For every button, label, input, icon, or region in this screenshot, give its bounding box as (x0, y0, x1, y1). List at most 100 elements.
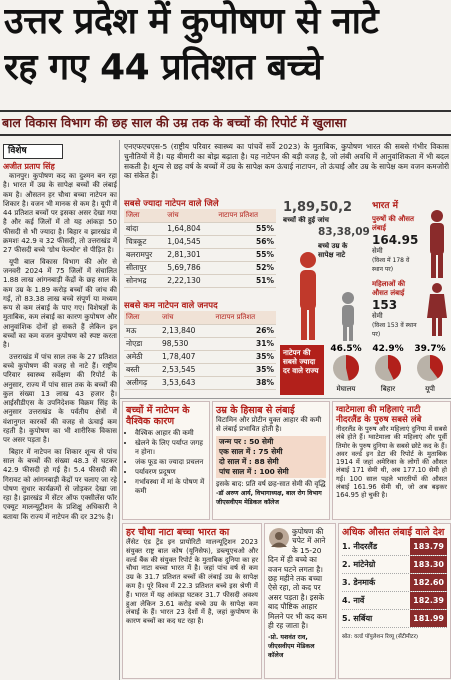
row: बलरामपुर 2,81,301 55% (124, 248, 276, 262)
causes: बच्चों में नाटेपन के वैश्विक कारण वैश्वि… (122, 401, 210, 520)
paragraph: यूपी बाल विकास विभाग की ओर से जनवरी 2024… (3, 257, 117, 350)
title: हर चौथा नाटा बच्चा भारत का (126, 527, 230, 538)
header-cell: जिला (124, 209, 166, 223)
age-row: एक साल में : 75 सेमी (219, 447, 283, 456)
table-title: सबसे ज्यादा नाटेपन वाले जिले (124, 199, 219, 209)
icon (343, 326, 347, 341)
cell: 52% (216, 261, 276, 275)
cell: 2,53,545 (160, 363, 214, 377)
height: 183.79 (410, 538, 447, 555)
value: 164.95 (372, 233, 419, 247)
list: वैश्विक आहार की कमीखेलने के लिए पर्याप्त… (126, 429, 206, 496)
title: बच्चों में नाटेपन के वैश्विक कारण (126, 405, 190, 427)
country-row: 3. डेनमार्क 182.60 (342, 574, 447, 592)
state-name: बिहार (381, 384, 395, 393)
country: 1. नीदरलैंड (342, 542, 378, 551)
quote: कुपोषण की चपेट में आने के 15-20 दिन में … (268, 527, 327, 631)
note: इसके बाद: प्रति वर्ष छह-सात सेमी की वृद्… (216, 480, 326, 488)
rows: जन्म पर : 50 सेमी एक साल में : 75 सेमी दो … (216, 436, 326, 478)
byline: अजीत प्रताप सिंह (3, 162, 55, 171)
cell: सोनभद्र (124, 274, 166, 288)
cell: 5,69,786 (165, 261, 217, 275)
pie-slice (430, 355, 443, 379)
row: बस्ती 2,53,545 35% (124, 363, 276, 377)
value: 153 (372, 298, 398, 312)
row: सीतापुर 5,69,786 52% (124, 261, 276, 275)
title: भारत में (372, 201, 398, 211)
height: 181.99 (410, 610, 447, 627)
unit: सेमी (372, 312, 383, 320)
rank: (विश्व में 178 वें स्थान पर) (372, 257, 410, 273)
divider (120, 398, 451, 399)
icon (300, 270, 316, 310)
row: चित्रकूट 1,04,545 56% (124, 235, 276, 249)
icon (349, 326, 353, 341)
age-row: दो साल में : 88 सेमी (219, 457, 279, 466)
stat: 83,38,093 (318, 226, 370, 238)
india-heights: भारत में पुरुषों की औसत लंबाई 164.95 सेम… (372, 198, 451, 344)
age-row: जन्म पर : 50 सेमी (219, 437, 274, 446)
header-cell: नाटापन प्रतिशत (216, 209, 276, 223)
country: 2. मांटेनेग्रो (342, 560, 376, 569)
cause: पर्यावरण प्रदूषण (135, 468, 206, 477)
header-cell: जांच (160, 311, 214, 325)
cell: 2,22,130 (165, 274, 217, 288)
article-body: कानपुर। कुपोषण कद का दुश्मन बन रहा है। भ… (3, 172, 117, 678)
unit: सेमी (372, 247, 383, 255)
source: स्रोत: वर्ल्ड पॉपुलेशन रिव्यू (सेंटीमीटर… (342, 634, 419, 640)
country-row: 5. सर्बिया 181.99 (342, 610, 447, 628)
row: बांदा 1,64,804 55% (124, 222, 276, 236)
rank: (विश्व 153 वें स्थान पर) (372, 322, 417, 338)
icon (301, 308, 307, 340)
headline: रह गए 44 प्रतिशत बच्चे (4, 47, 323, 88)
paragraph: उत्तराखंड में पांच साल तक के 27 प्रतिशत … (3, 352, 117, 445)
cell: बस्ती (124, 363, 161, 377)
pie-label: 42.9% (372, 344, 403, 354)
figure (300, 252, 354, 341)
cell: 38% (213, 376, 276, 390)
cell: अलीगढ़ (124, 376, 161, 390)
paragraph: कानपुर। कुपोषण कद का दुश्मन बन रहा है। भ… (3, 172, 117, 255)
cell: 1,04,545 (165, 235, 217, 249)
icon (309, 308, 315, 340)
cell: 55% (216, 222, 276, 236)
cell: 98,530 (160, 337, 214, 351)
stat: 1,89,50,213 (283, 200, 353, 215)
cause: वैश्विक आहार की कमी (135, 429, 206, 438)
country-row: 1. नीदरलैंड 183.79 (342, 538, 447, 556)
icon (300, 252, 316, 268)
row: अलीगढ़ 3,53,643 38% (124, 376, 276, 390)
header-cell: नाटापन प्रतिशत (213, 311, 276, 325)
headline: उत्तर प्रदेश में कुपोषण से नाटे (4, 1, 379, 42)
state-pies: 46.5% मेघालय 42.9% बिहार 39.7% यूपी (330, 344, 445, 393)
divider (119, 140, 120, 680)
title: ग्वाटेमाला की महिलाएं नाटी नीदरलैंड के प… (336, 405, 422, 425)
height: 183.30 (410, 556, 447, 573)
country: 3. डेनमार्क (342, 578, 376, 587)
label: पुरुषों की औसत लंबाई (372, 215, 414, 232)
attribution: -डॉ अरुण आर्य, विभागाध्यक्ष, बाल रोग विभ… (216, 490, 322, 506)
pie-label: 39.7% (414, 344, 445, 354)
cell: 2,81,301 (165, 248, 217, 262)
table-low: सबसे कम नाटेपन वाले जनपद जिला जांच नाटापन … (124, 300, 276, 398)
cell: 51% (216, 274, 276, 288)
country-row: 2. मांटेनेग्रो 183.30 (342, 556, 447, 574)
cell: बांदा (124, 222, 166, 236)
state-name: यूपी (425, 384, 435, 393)
table-high: सबसे ज्यादा नाटेपन वाले जिले जिला जांच नाट… (124, 198, 276, 298)
extremes: ग्वाटेमाला की महिलाएं नाटी नीदरलैंड के प… (332, 401, 451, 520)
height: 182.39 (410, 592, 447, 609)
row: मऊ 2,13,840 26% (124, 324, 276, 338)
text: नीदरलैंड के पुरुष और महिलाएं दुनिया में … (336, 425, 447, 500)
cell: नोएडा (124, 337, 161, 351)
text: विटामिन और प्रोटीन युक्त आहार की कमी से … (216, 416, 322, 433)
cell: 35% (213, 350, 276, 364)
states-box: नाटेपन की सबसे ज्यादा दर वाले राज्य (280, 345, 324, 395)
header-cell: जिला (124, 311, 161, 325)
cell: मऊ (124, 324, 161, 338)
stat-label: बच्चों की हुई जांच (283, 216, 329, 224)
india-share: हर चौथा नाटा बच्चा भारत का लैंसेट एंड ट्… (122, 523, 262, 679)
row: नोएडा 98,530 31% (124, 337, 276, 351)
expert-quote: कुपोषण की चपेट में आने के 15-20 दिन में … (264, 523, 336, 679)
table: जिला जांच नाटापन प्रतिशत मऊ 2,13,840 26% नोएडा… (124, 311, 276, 390)
